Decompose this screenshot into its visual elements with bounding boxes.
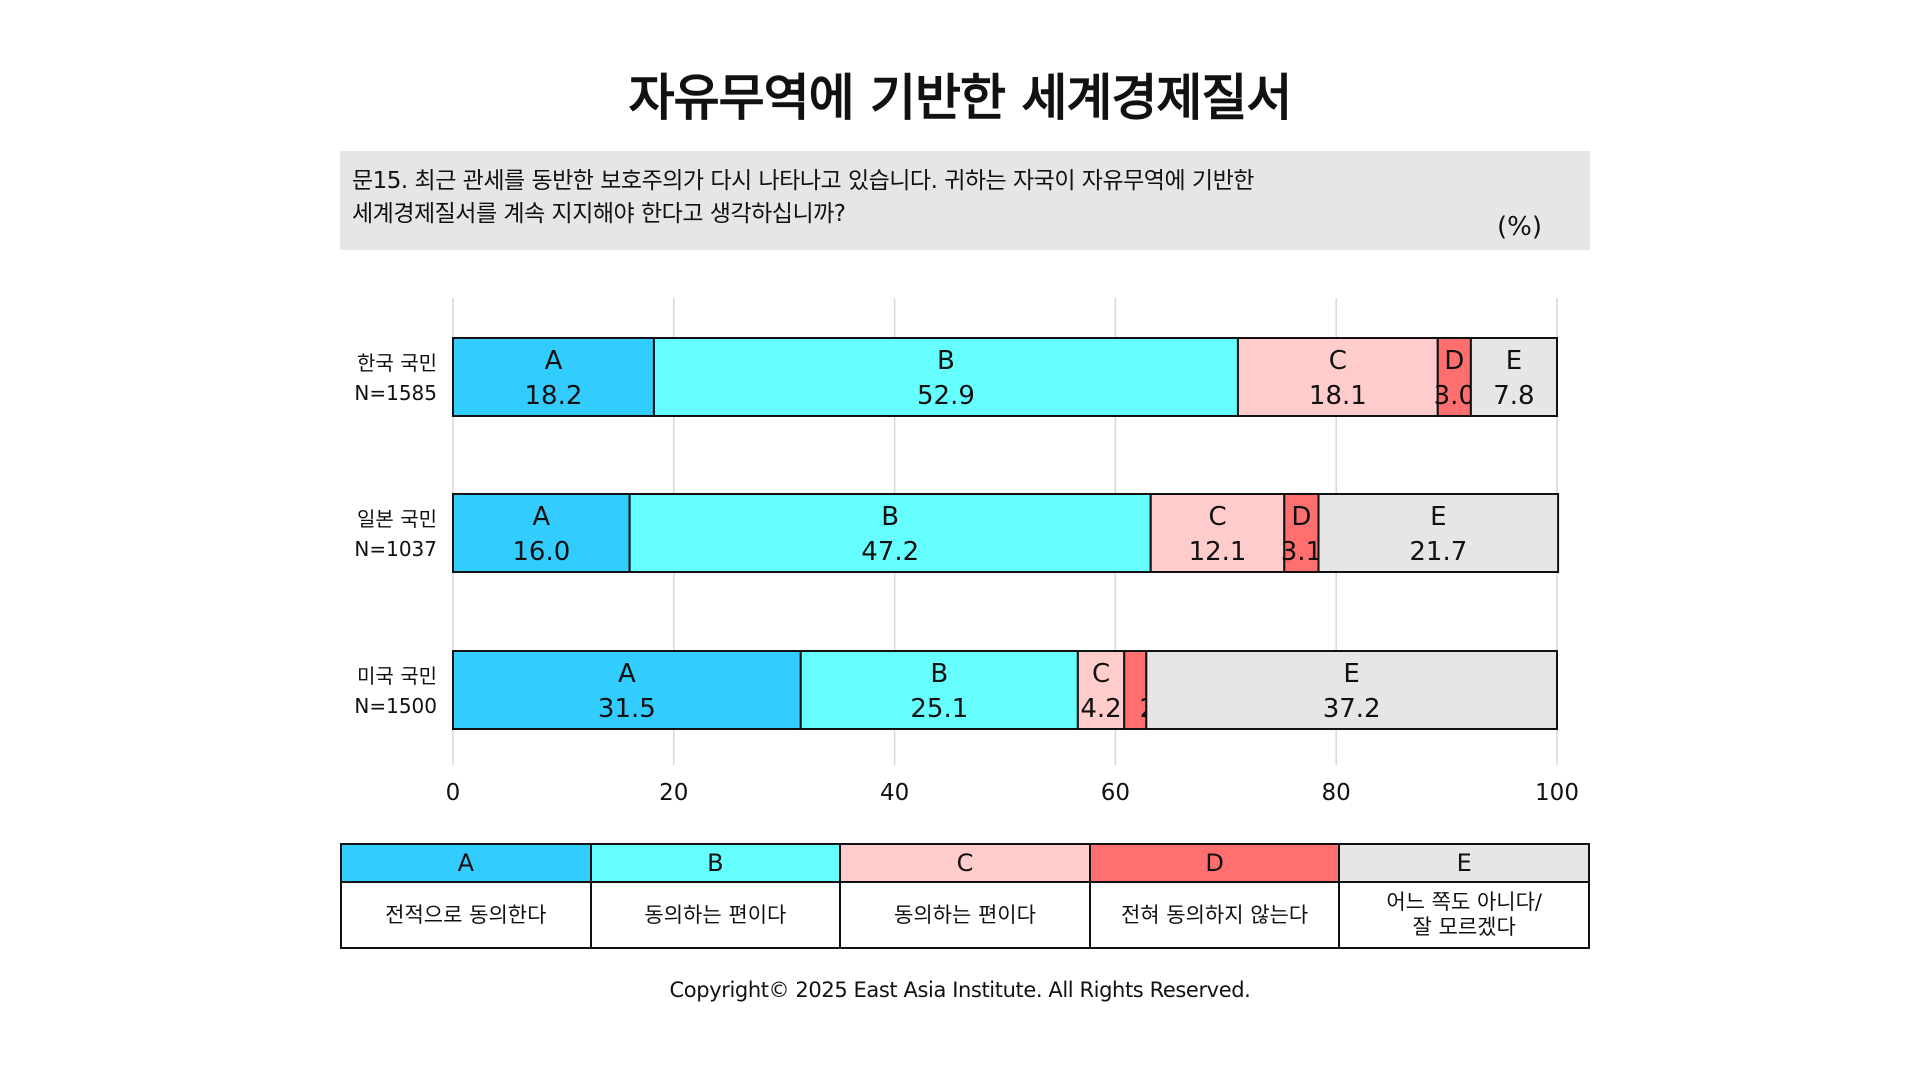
legend-table: A B C D E 전적으로 동의한다 동의하는 편이다 동의하는 편이다 전혀… [340,843,1590,949]
legend-key-c: C [839,843,1091,883]
bar-series-label-B-0: B [937,346,955,376]
bar-A-1 [452,493,631,573]
legend-desc-b: 동의하는 편이다 [589,881,842,949]
question-line-1: 문15. 최근 관세를 동반한 보호주의가 다시 나타나고 있습니다. 귀하는 … [352,168,1254,194]
bar-series-label-E-0: E [1506,346,1522,376]
legend-desc-a-line1: 전적으로 동의한다 [385,902,547,927]
bar-value-label-A-1: 16.0 [512,537,570,567]
bar-C-2 [1076,650,1126,730]
bar-value-label-C-2: 4.2 [1080,694,1121,724]
category-label-2: 미국 국민 [357,664,437,688]
bar-value-label-A-0: 18.2 [525,381,583,411]
category-n-0: N=1585 [354,381,437,405]
bar-D-0 [1436,337,1472,417]
bar-series-label-E-1: E [1430,502,1446,532]
bar-value-label-E-0: 7.8 [1493,381,1534,411]
legend-key-d: D [1088,843,1341,883]
x-tick-label-4: 80 [1322,780,1351,806]
legend-key-b: B [589,843,842,883]
bar-value-label-C-0: 18.1 [1309,381,1367,411]
x-tick-label-1: 20 [659,780,688,806]
bar-series-label-D-0: D [1444,346,1464,376]
bar-value-label-A-2: 31.5 [598,694,656,724]
bar-D-1 [1283,493,1320,573]
bar-series-label-A-0: A [545,346,563,376]
bar-series-label-C-1: C [1208,502,1226,532]
legend-desc-d: 전혀 동의하지 않는다 [1088,881,1341,949]
legend-desc-e-line2: 잘 모르겠다 [1412,915,1516,939]
bar-value-label-B-2: 25.1 [910,694,968,724]
bar-value-label-D-1: 3.1 [1281,537,1322,567]
legend-desc-a: 전적으로 동의한다 [340,881,592,949]
legend-key-row: A B C D E [340,843,1590,883]
legend-desc-c: 동의하는 편이다 [839,881,1091,949]
category-label-1: 일본 국민 [357,507,437,531]
legend-key-a: A [340,843,592,883]
x-tick-label-0: 0 [446,780,461,806]
question-box: 문15. 최근 관세를 동반한 보호주의가 다시 나타나고 있습니다. 귀하는 … [340,151,1590,250]
x-tick-label-3: 60 [1101,780,1130,806]
bar-value-label-B-0: 52.9 [917,381,975,411]
legend-desc-e: 어느 쪽도 아니다/ 잘 모르겠다 [1338,881,1590,949]
bar-series-label-C-0: C [1329,346,1347,376]
bar-series-label-B-2: B [930,659,948,689]
chart-title: 자유무역에 기반한 세계경제질서 [628,69,1293,127]
category-label-0: 한국 국민 [357,351,437,375]
bar-value-label-B-1: 47.2 [861,537,919,567]
bar-series-label-D-1: D [1291,502,1311,532]
bar-A-2 [452,650,802,730]
bar-E-0 [1469,337,1558,417]
legend-desc-c-line1: 동의하는 편이다 [894,902,1036,927]
copyright-text: Copyright© 2025 East Asia Institute. All… [669,978,1251,1002]
stacked-bar-chart: 0 20 40 60 80 100 한국 국민 N=1585 일본 국민 N=1037 미국 국민 N… [354,298,1579,806]
question-line-2: 세계경제질서를 계속 지지해야 한다고 생각하십니까? [352,201,846,227]
bar-series-label-A-2: A [618,659,636,689]
bar-value-label-D-0: 3.0 [1434,381,1475,411]
bar-series-label-E-2: E [1343,659,1359,689]
category-n-2: N=1500 [354,694,437,718]
legend-description-row: 전적으로 동의한다 동의하는 편이다 동의하는 편이다 전혀 동의하지 않는다 … [340,881,1590,949]
unit-label: (%) [1497,212,1542,242]
bar-value-label-E-2: 37.2 [1323,694,1381,724]
legend-desc-d-line1: 전혀 동의하지 않는다 [1120,902,1309,927]
bar-B-2 [799,650,1079,730]
bar-series-label-B-1: B [881,502,899,532]
bar-series-label-C-2: C [1092,659,1110,689]
bar-E-2 [1145,650,1558,730]
legend-desc-e-line1: 어느 쪽도 아니다/ [1386,890,1543,914]
bar-C-1 [1149,493,1286,573]
bar-value-label-E-1: 21.7 [1409,537,1467,567]
bar-value-label-C-1: 12.1 [1189,537,1247,567]
bar-series-label-A-1: A [532,502,550,532]
bar-E-1 [1317,493,1560,573]
category-n-1: N=1037 [354,537,437,561]
legend-desc-b-line1: 동의하는 편이다 [644,902,787,927]
legend-key-e: E [1338,843,1590,883]
x-tick-label-5: 100 [1535,780,1579,806]
x-tick-label-2: 40 [880,780,909,806]
bar-C-0 [1236,337,1439,417]
